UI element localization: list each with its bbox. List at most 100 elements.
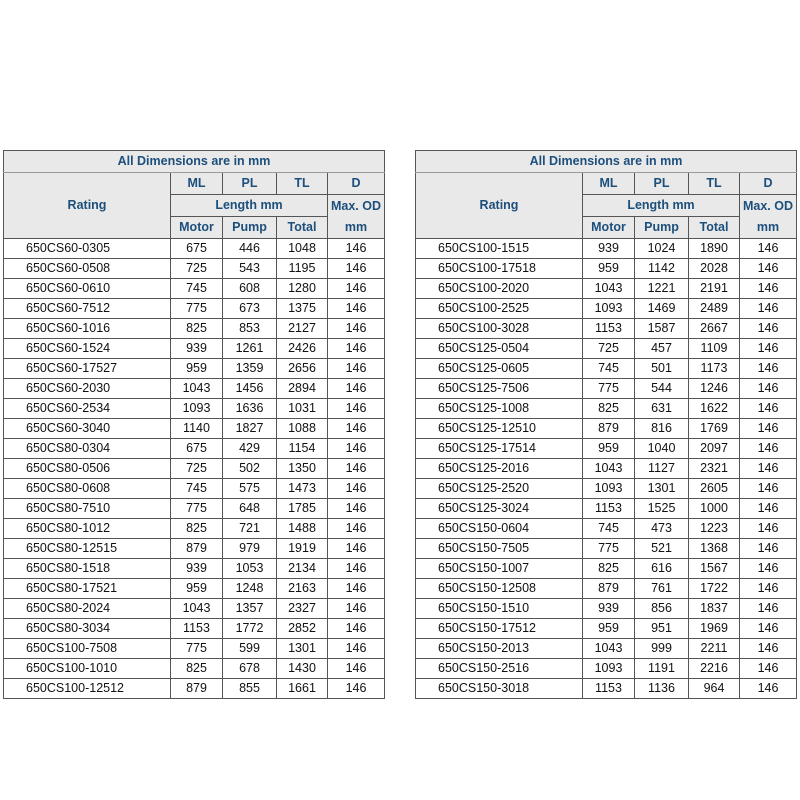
table-row: 650CS150-1007 825 616 1567 146 — [415, 558, 797, 579]
rating-cell: 650CS60-0610 — [3, 278, 171, 299]
max-od-label: Max. OD — [742, 198, 793, 213]
motor-length-cell: 959 — [170, 578, 223, 599]
table-row: 650CS125-17514 959 1040 2097 146 — [415, 438, 797, 459]
max-od-cell: 146 — [327, 418, 385, 439]
rating-cell: 650CS80-0304 — [3, 438, 171, 459]
pump-length-cell: 855 — [222, 678, 277, 699]
motor-length-cell: 959 — [582, 438, 635, 459]
total-length-cell: 2211 — [688, 638, 740, 659]
max-od-cell: 146 — [327, 318, 385, 339]
motor-length-cell: 879 — [582, 418, 635, 439]
motor-length-cell: 1043 — [582, 278, 635, 299]
pump-length-cell: 446 — [222, 238, 277, 259]
rating-cell: 650CS100-12512 — [3, 678, 171, 699]
table-title: All Dimensions are in mm — [415, 150, 797, 173]
table-row: 650CS100-2525 1093 1469 2489 146 — [415, 298, 797, 319]
max-od-cell: 146 — [739, 438, 797, 459]
max-od-cell: 146 — [327, 438, 385, 459]
table-row: 650CS100-2020 1043 1221 2191 146 — [415, 278, 797, 299]
rating-cell: 650CS80-17521 — [3, 578, 171, 599]
rating-cell: 650CS80-1012 — [3, 518, 171, 539]
total-length-cell: 1375 — [276, 298, 328, 319]
max-od-cell: 146 — [739, 398, 797, 419]
pump-length-cell: 721 — [222, 518, 277, 539]
total-length-cell: 1890 — [688, 238, 740, 259]
pump-length-cell: 678 — [222, 658, 277, 679]
rating-cell: 650CS150-3018 — [415, 678, 583, 699]
total-header: Total — [276, 216, 328, 239]
pl-header: PL — [634, 172, 689, 195]
max-od-cell: 146 — [739, 358, 797, 379]
motor-length-cell: 725 — [582, 338, 635, 359]
total-length-cell: 1722 — [688, 578, 740, 599]
max-od-cell: 146 — [327, 678, 385, 699]
rating-cell: 650CS60-0305 — [3, 238, 171, 259]
pump-length-cell: 816 — [634, 418, 689, 439]
pump-length-cell: 1127 — [634, 458, 689, 479]
rating-cell: 650CS80-2024 — [3, 598, 171, 619]
pump-length-cell: 1040 — [634, 438, 689, 459]
rating-cell: 650CS125-3024 — [415, 498, 583, 519]
max-od-cell: 146 — [739, 518, 797, 539]
max-od-cell: 146 — [327, 338, 385, 359]
motor-length-cell: 879 — [170, 538, 223, 559]
table-row: 650CS80-17521 959 1248 2163 146 — [3, 578, 385, 599]
total-length-cell: 1301 — [276, 638, 328, 659]
max-od-cell: 146 — [327, 538, 385, 559]
pump-length-cell: 1456 — [222, 378, 277, 399]
motor-length-cell: 745 — [582, 358, 635, 379]
d-header: D — [739, 172, 797, 195]
table-row: 650CS125-1008 825 631 1622 146 — [415, 398, 797, 419]
table-row: 650CS60-0305 675 446 1048 146 — [3, 238, 385, 259]
total-length-cell: 1368 — [688, 538, 740, 559]
table-row: 650CS125-2016 1043 1127 2321 146 — [415, 458, 797, 479]
table-row: 650CS80-0608 745 575 1473 146 — [3, 478, 385, 499]
table-body: 650CS60-0305 675 446 1048 146 650CS60-0508 725… — [3, 238, 385, 699]
pump-length-cell: 1191 — [634, 658, 689, 679]
table-row: 650CS60-17527 959 1359 2656 146 — [3, 358, 385, 379]
motor-length-cell: 825 — [170, 318, 223, 339]
pump-length-cell: 1248 — [222, 578, 277, 599]
pump-length-cell: 1142 — [634, 258, 689, 279]
motor-length-cell: 939 — [170, 338, 223, 359]
total-length-cell: 1109 — [688, 338, 740, 359]
max-od-cell: 146 — [327, 658, 385, 679]
motor-length-cell: 1043 — [582, 638, 635, 659]
pump-length-cell: 502 — [222, 458, 277, 479]
motor-length-cell: 1140 — [170, 418, 223, 439]
rating-cell: 650CS100-1010 — [3, 658, 171, 679]
total-length-cell: 2163 — [276, 578, 328, 599]
max-od-cell: 146 — [327, 498, 385, 519]
motor-header: Motor — [170, 216, 223, 239]
pump-length-cell: 599 — [222, 638, 277, 659]
table-row: 650CS150-2516 1093 1191 2216 146 — [415, 658, 797, 679]
rating-cell: 650CS100-17518 — [415, 258, 583, 279]
table-row: 650CS80-2024 1043 1357 2327 146 — [3, 598, 385, 619]
max-od-cell: 146 — [327, 278, 385, 299]
motor-length-cell: 1153 — [582, 498, 635, 519]
pump-length-cell: 575 — [222, 478, 277, 499]
total-length-cell: 1837 — [688, 598, 740, 619]
total-length-cell: 1195 — [276, 258, 328, 279]
pump-length-cell: 1636 — [222, 398, 277, 419]
motor-length-cell: 1093 — [582, 298, 635, 319]
max-od-cell: 146 — [739, 278, 797, 299]
total-length-cell: 1223 — [688, 518, 740, 539]
pump-length-cell: 616 — [634, 558, 689, 579]
max-od-cell: 146 — [327, 638, 385, 659]
rating-cell: 650CS60-1016 — [3, 318, 171, 339]
motor-length-cell: 1153 — [582, 318, 635, 339]
table-row: 650CS100-7508 775 599 1301 146 — [3, 638, 385, 659]
total-length-cell: 964 — [688, 678, 740, 699]
max-od-cell: 146 — [327, 378, 385, 399]
total-length-cell: 1622 — [688, 398, 740, 419]
tl-header: TL — [688, 172, 740, 195]
total-length-cell: 2894 — [276, 378, 328, 399]
rating-cell: 650CS100-1515 — [415, 238, 583, 259]
max-od-cell: 146 — [739, 598, 797, 619]
table-row: 650CS100-17518 959 1142 2028 146 — [415, 258, 797, 279]
max-od-cell: 146 — [739, 618, 797, 639]
table-row: 650CS80-3034 1153 1772 2852 146 — [3, 618, 385, 639]
pump-length-cell: 1359 — [222, 358, 277, 379]
rating-cell: 650CS125-7506 — [415, 378, 583, 399]
